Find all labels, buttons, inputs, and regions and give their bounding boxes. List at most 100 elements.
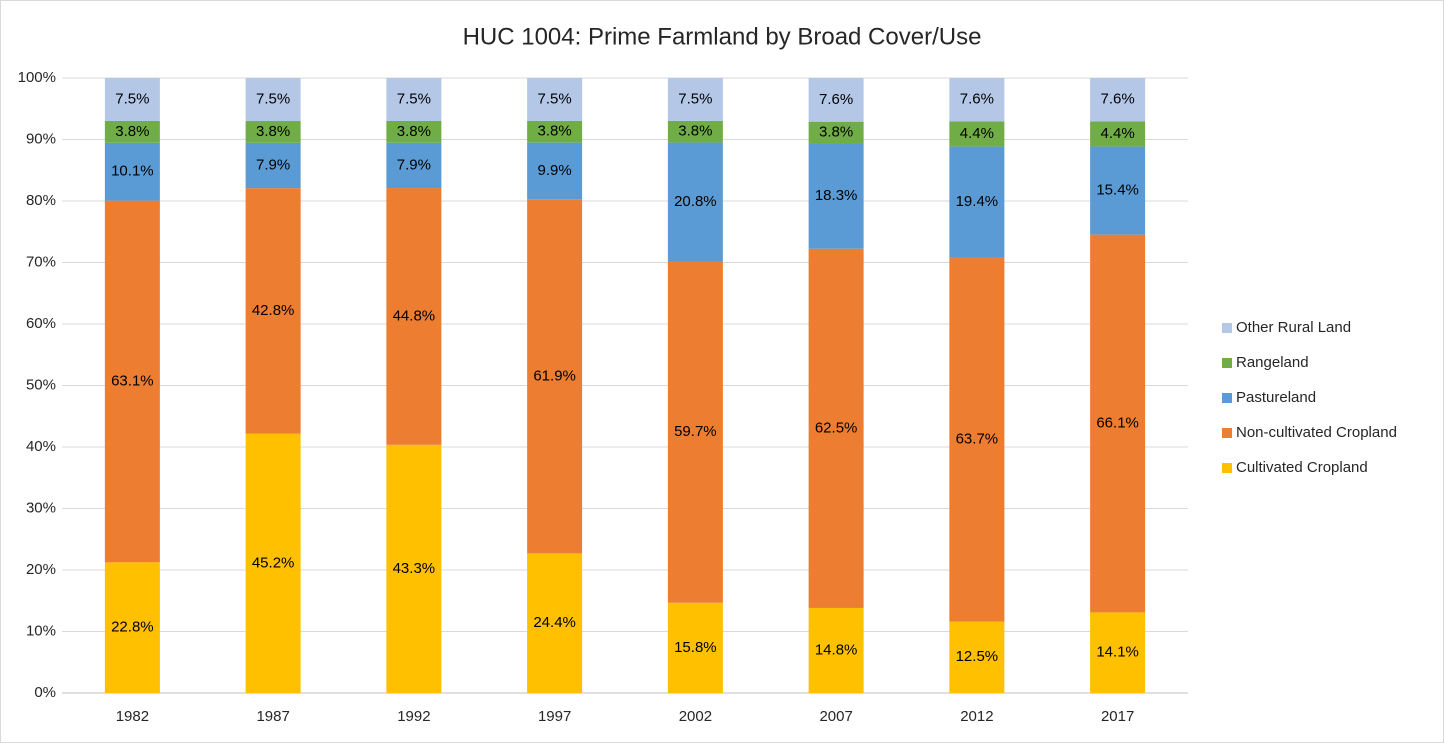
y-tick-label: 0% <box>34 684 56 701</box>
data-label: 3.8% <box>678 123 712 140</box>
data-label: 9.9% <box>538 162 572 179</box>
legend-label: Non-cultivated Cropland <box>1236 424 1397 441</box>
bar-segment <box>949 257 1005 622</box>
bar-segment <box>386 142 442 189</box>
y-tick-label: 40% <box>26 438 56 455</box>
bar-segment <box>1090 121 1146 147</box>
data-label: 10.1% <box>111 163 154 180</box>
data-label: 14.8% <box>815 641 858 658</box>
x-tick-label: 1992 <box>397 708 430 725</box>
bar-segment <box>386 78 442 121</box>
legend-swatch <box>1222 393 1232 403</box>
data-label: 3.8% <box>538 123 572 140</box>
legend-label: Other Rural Land <box>1236 319 1351 336</box>
bar-segment <box>667 261 723 603</box>
y-tick-label: 30% <box>26 499 56 516</box>
bar-segment <box>245 188 301 434</box>
data-label: 7.5% <box>115 90 149 107</box>
data-label: 63.1% <box>111 372 154 389</box>
bar-segment <box>1090 146 1146 235</box>
data-label: 15.8% <box>674 639 717 656</box>
y-tick-label: 70% <box>26 253 56 270</box>
bar-segment <box>104 142 160 201</box>
data-label: 42.8% <box>252 302 295 319</box>
bar-segment <box>527 78 583 121</box>
data-label: 3.8% <box>397 123 431 140</box>
data-label: 12.5% <box>956 648 999 665</box>
y-tick-label: 80% <box>26 192 56 209</box>
bar-segment <box>245 142 301 189</box>
bar-segment <box>808 248 864 608</box>
data-label: 43.3% <box>393 560 436 577</box>
data-label: 7.6% <box>1101 91 1135 108</box>
data-label: 7.5% <box>397 90 431 107</box>
data-label: 3.8% <box>819 124 853 141</box>
data-label: 24.4% <box>533 614 576 631</box>
data-label: 7.6% <box>819 91 853 108</box>
bar-segment <box>949 146 1005 258</box>
legend-swatch <box>1222 323 1232 333</box>
x-tick-label: 2017 <box>1101 708 1134 725</box>
legend-label: Pastureland <box>1236 389 1316 406</box>
bar-segment <box>808 607 864 693</box>
x-tick-label: 2012 <box>960 708 993 725</box>
data-label: 59.7% <box>674 423 717 440</box>
x-tick-label: 1982 <box>116 708 149 725</box>
legend-swatch <box>1222 358 1232 368</box>
bar-segment <box>527 199 583 554</box>
data-label: 19.4% <box>956 193 999 210</box>
bar-segment <box>1090 612 1146 693</box>
y-tick-label: 100% <box>18 69 56 86</box>
bar-segment <box>1090 78 1146 122</box>
bar-segment <box>386 444 442 693</box>
data-label: 3.8% <box>115 123 149 140</box>
data-label: 4.4% <box>1101 125 1135 142</box>
data-label: 22.8% <box>111 619 154 636</box>
bar-segment <box>245 121 301 143</box>
data-label: 15.4% <box>1096 182 1139 199</box>
chart-title: HUC 1004: Prime Farmland by Broad Cover/… <box>463 23 982 50</box>
y-tick-label: 60% <box>26 315 56 332</box>
bar-segment <box>667 120 723 143</box>
legend-label: Rangeland <box>1236 354 1309 371</box>
legend-label: Cultivated Cropland <box>1236 459 1368 476</box>
data-label: 7.5% <box>538 90 572 107</box>
legend-swatch <box>1222 463 1232 473</box>
bar-segment <box>104 562 160 693</box>
bar-segment <box>527 142 583 200</box>
bar-segment <box>808 121 864 144</box>
y-tick-label: 10% <box>26 622 56 639</box>
data-label: 63.7% <box>956 430 999 447</box>
data-label: 7.6% <box>960 91 994 108</box>
x-tick-label: 1997 <box>538 708 571 725</box>
bar-segment <box>245 78 301 122</box>
y-tick-label: 20% <box>26 561 56 578</box>
data-label: 62.5% <box>815 419 858 436</box>
bar-segment <box>1090 234 1146 613</box>
data-label: 61.9% <box>533 367 576 384</box>
bar-segment <box>667 602 723 693</box>
data-label: 7.9% <box>256 156 290 173</box>
bar-segment <box>667 78 723 121</box>
legend-swatch <box>1222 428 1232 438</box>
data-label: 7.9% <box>397 156 431 173</box>
bar-segment <box>949 121 1005 147</box>
bar-segment <box>949 621 1005 693</box>
data-label: 3.8% <box>256 123 290 140</box>
bar-segment <box>667 142 723 262</box>
bar-segment <box>527 120 583 143</box>
data-label: 7.5% <box>256 90 290 107</box>
bar-segment <box>104 120 160 143</box>
x-tick-label: 1987 <box>256 708 289 725</box>
bar-segment <box>949 78 1005 122</box>
y-tick-label: 50% <box>26 376 56 393</box>
bar-segment <box>808 78 864 122</box>
data-label: 14.1% <box>1096 644 1139 661</box>
bar-segment <box>527 553 583 693</box>
data-label: 7.5% <box>678 90 712 107</box>
data-label: 44.8% <box>393 307 436 324</box>
bar-segment <box>386 188 442 445</box>
x-tick-label: 2007 <box>819 708 852 725</box>
data-label: 18.3% <box>815 187 858 204</box>
